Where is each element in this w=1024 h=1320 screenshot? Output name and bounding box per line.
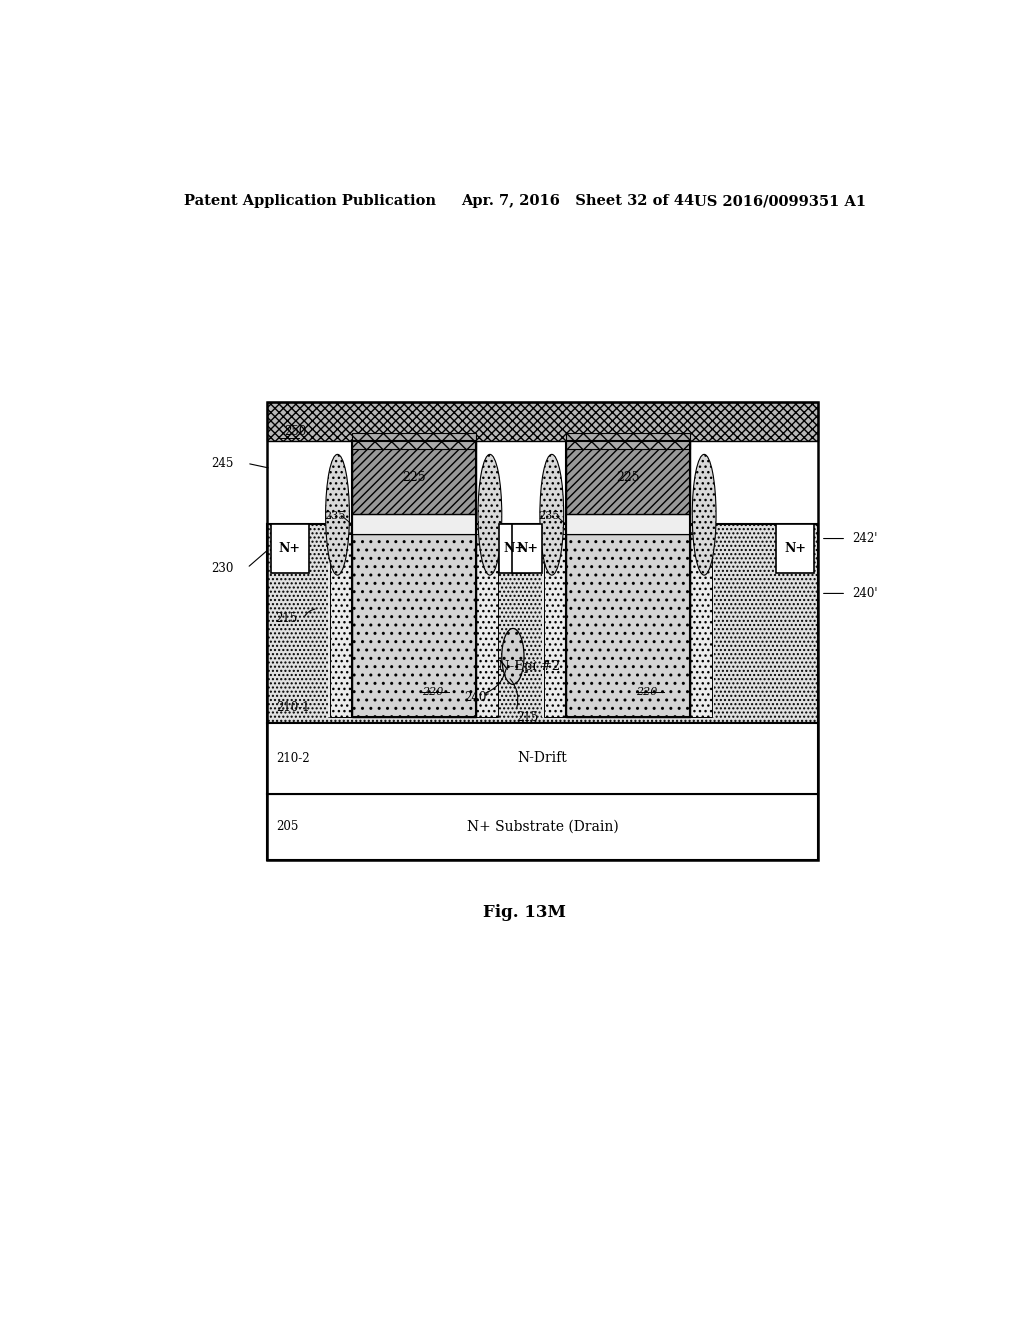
Bar	[267, 403, 818, 441]
Bar	[352, 515, 475, 535]
Text: 242': 242'	[852, 532, 878, 545]
Text: N+: N+	[516, 543, 539, 556]
Text: 250: 250	[285, 425, 307, 438]
Bar	[480, 565, 500, 718]
Text: N-Drift: N-Drift	[518, 751, 567, 766]
Text: 230: 230	[211, 561, 233, 574]
Text: 225: 225	[616, 471, 640, 484]
Bar	[267, 722, 818, 793]
Text: 220: 220	[636, 686, 657, 697]
Bar	[352, 441, 475, 515]
Ellipse shape	[540, 454, 563, 576]
Bar	[330, 535, 352, 718]
Bar	[566, 441, 690, 718]
Text: 245: 245	[211, 457, 233, 470]
Text: 205: 205	[276, 820, 299, 833]
Text: 240': 240'	[852, 587, 878, 599]
Text: N+ Substrate (Drain): N+ Substrate (Drain)	[467, 820, 618, 834]
Text: N+: N+	[279, 543, 301, 556]
Text: 215: 215	[275, 612, 298, 626]
Text: 225: 225	[401, 471, 426, 484]
Bar	[566, 433, 690, 449]
Ellipse shape	[478, 454, 502, 576]
Bar	[352, 535, 475, 718]
Ellipse shape	[326, 454, 349, 576]
Text: 220: 220	[422, 686, 443, 697]
Text: 235: 235	[324, 511, 345, 521]
Text: Fig. 13M: Fig. 13M	[483, 904, 566, 921]
Bar	[352, 433, 475, 449]
Text: Apr. 7, 2016   Sheet 32 of 44: Apr. 7, 2016 Sheet 32 of 44	[461, 194, 694, 209]
Text: N-Epi #2: N-Epi #2	[498, 660, 560, 673]
Bar	[267, 524, 818, 722]
Text: US 2016/0099351 A1: US 2016/0099351 A1	[694, 194, 866, 209]
Bar	[328, 565, 347, 718]
Bar	[566, 515, 690, 535]
Bar	[500, 524, 529, 573]
Text: 210-2: 210-2	[276, 751, 310, 764]
Bar	[267, 793, 818, 859]
Ellipse shape	[502, 628, 524, 684]
Bar	[512, 524, 543, 573]
Text: 210-1: 210-1	[276, 701, 310, 714]
Bar	[544, 535, 566, 718]
Bar	[694, 565, 714, 718]
Text: 215: 215	[516, 711, 539, 723]
Bar	[475, 535, 498, 718]
Text: Patent Application Publication: Patent Application Publication	[183, 194, 435, 209]
Text: 235: 235	[539, 511, 560, 521]
Bar	[690, 535, 712, 718]
Text: N+: N+	[784, 543, 807, 556]
Bar	[267, 403, 818, 859]
Bar	[543, 565, 561, 718]
Bar	[270, 524, 309, 573]
Bar	[566, 535, 690, 718]
Bar	[776, 524, 814, 573]
Bar	[352, 441, 475, 718]
Text: 240': 240'	[465, 690, 489, 704]
Bar	[566, 441, 690, 515]
Text: N+: N+	[504, 543, 525, 556]
Ellipse shape	[692, 454, 716, 576]
